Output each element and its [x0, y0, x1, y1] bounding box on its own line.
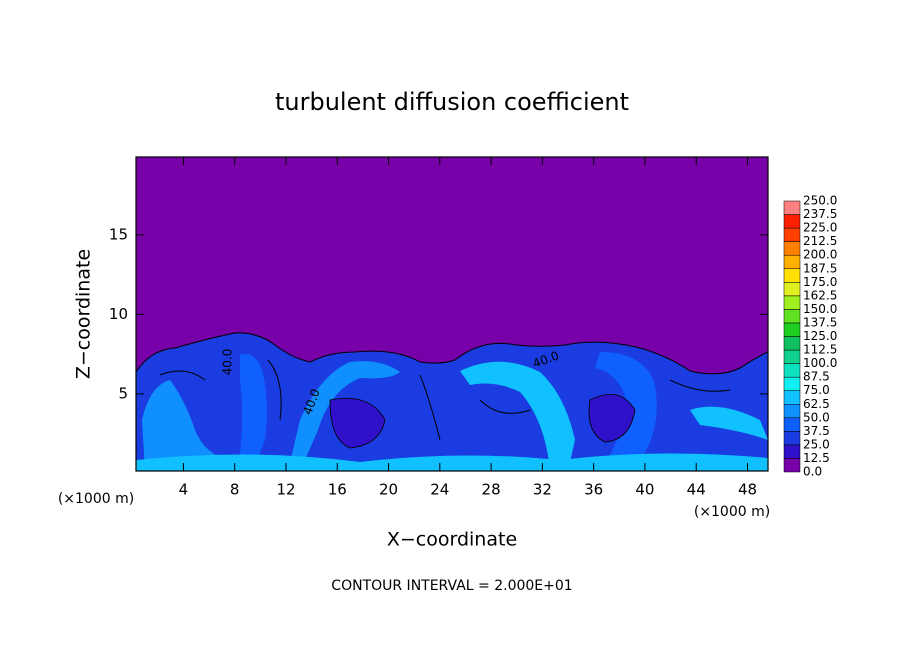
- colorbar-label: 37.5: [803, 424, 830, 438]
- y-unit: (×1000 m): [58, 491, 134, 507]
- colorbar-label: 50.0: [803, 410, 830, 424]
- colorbar-band: [783, 268, 801, 283]
- contour-label: 40.0: [221, 349, 235, 376]
- x-tick-label: 28: [482, 481, 501, 499]
- colorbar-band: [783, 322, 801, 337]
- colorbar-band: [783, 336, 801, 351]
- colorbar-label: 25.0: [803, 437, 830, 451]
- colorbar-label: 212.5: [803, 234, 837, 248]
- x-tick-label: 36: [584, 481, 603, 499]
- colorbar-band: [783, 200, 801, 215]
- colorbar-label: 12.5: [803, 451, 830, 465]
- colorbar-band: [783, 417, 801, 432]
- x-tick-label: 4: [179, 481, 189, 499]
- colorbar-label: 250.0: [803, 194, 837, 208]
- field-patch: [238, 354, 267, 471]
- colorbar-band: [783, 458, 801, 473]
- colorbar-label: 162.5: [803, 288, 837, 302]
- x-tick-label: 44: [687, 481, 706, 499]
- colorbar-label: 225.0: [803, 221, 837, 235]
- colorbar-label: 100.0: [803, 356, 837, 370]
- colorbar-band: [783, 349, 801, 364]
- colorbar-band: [783, 295, 801, 310]
- field-patch: [690, 406, 768, 440]
- y-tick-label: 5: [118, 384, 128, 402]
- y-tick-label: 15: [109, 225, 128, 243]
- colorbar-band: [783, 363, 801, 378]
- field-patch: [588, 393, 636, 443]
- x-axis-label: X−coordinate: [387, 529, 517, 551]
- colorbar-label: 187.5: [803, 261, 837, 275]
- field-patch: [142, 380, 232, 471]
- colorbar-band: [783, 390, 801, 405]
- colorbar-label: 62.5: [803, 397, 830, 411]
- y-tick-label: 10: [109, 305, 128, 323]
- colorbar-label: 150.0: [803, 302, 837, 316]
- footer: CONTOUR INTERVAL = 2.000E+01: [331, 578, 572, 594]
- colorbar-band: [783, 444, 801, 459]
- colorbar-label: 175.0: [803, 275, 837, 289]
- colorbar-band: [783, 404, 801, 419]
- field-patch: [329, 397, 386, 449]
- x-tick-label: 24: [430, 481, 449, 499]
- colorbar-label: 112.5: [803, 343, 837, 357]
- colorbar-band: [783, 241, 801, 256]
- y-axis-label: Z−coordinate: [73, 249, 95, 379]
- x-tick-label: 20: [379, 481, 398, 499]
- field-patch: [460, 361, 575, 471]
- colorbar-band: [783, 309, 801, 324]
- x-tick-label: 16: [328, 481, 347, 499]
- colorbar-label: 75.0: [803, 383, 830, 397]
- chart-title: turbulent diffusion coefficient: [275, 88, 629, 116]
- colorbar-label: 237.5: [803, 207, 837, 221]
- x-tick-label: 32: [533, 481, 552, 499]
- colorbar-label: 0.0: [803, 465, 822, 479]
- x-tick-label: 12: [276, 481, 295, 499]
- colorbar-label: 87.5: [803, 370, 830, 384]
- colorbar-band: [783, 214, 801, 229]
- x-unit: (×1000 m): [694, 504, 770, 520]
- colorbar-label: 200.0: [803, 248, 837, 262]
- x-tick-label: 48: [738, 481, 757, 499]
- colorbar-label: 125.0: [803, 329, 837, 343]
- contour-line: [159, 359, 731, 441]
- colorbar-band: [783, 376, 801, 391]
- x-tick-label: 40: [635, 481, 654, 499]
- colorbar-band: [783, 431, 801, 446]
- colorbar-label: 137.5: [803, 315, 837, 329]
- colorbar-band: [783, 282, 801, 297]
- plot-area: 40.0 40.0 40.0: [135, 156, 769, 472]
- colorbar-band: [783, 227, 801, 242]
- colorbar-band: [783, 254, 801, 269]
- field-patch: [136, 453, 768, 471]
- x-tick-label: 8: [230, 481, 240, 499]
